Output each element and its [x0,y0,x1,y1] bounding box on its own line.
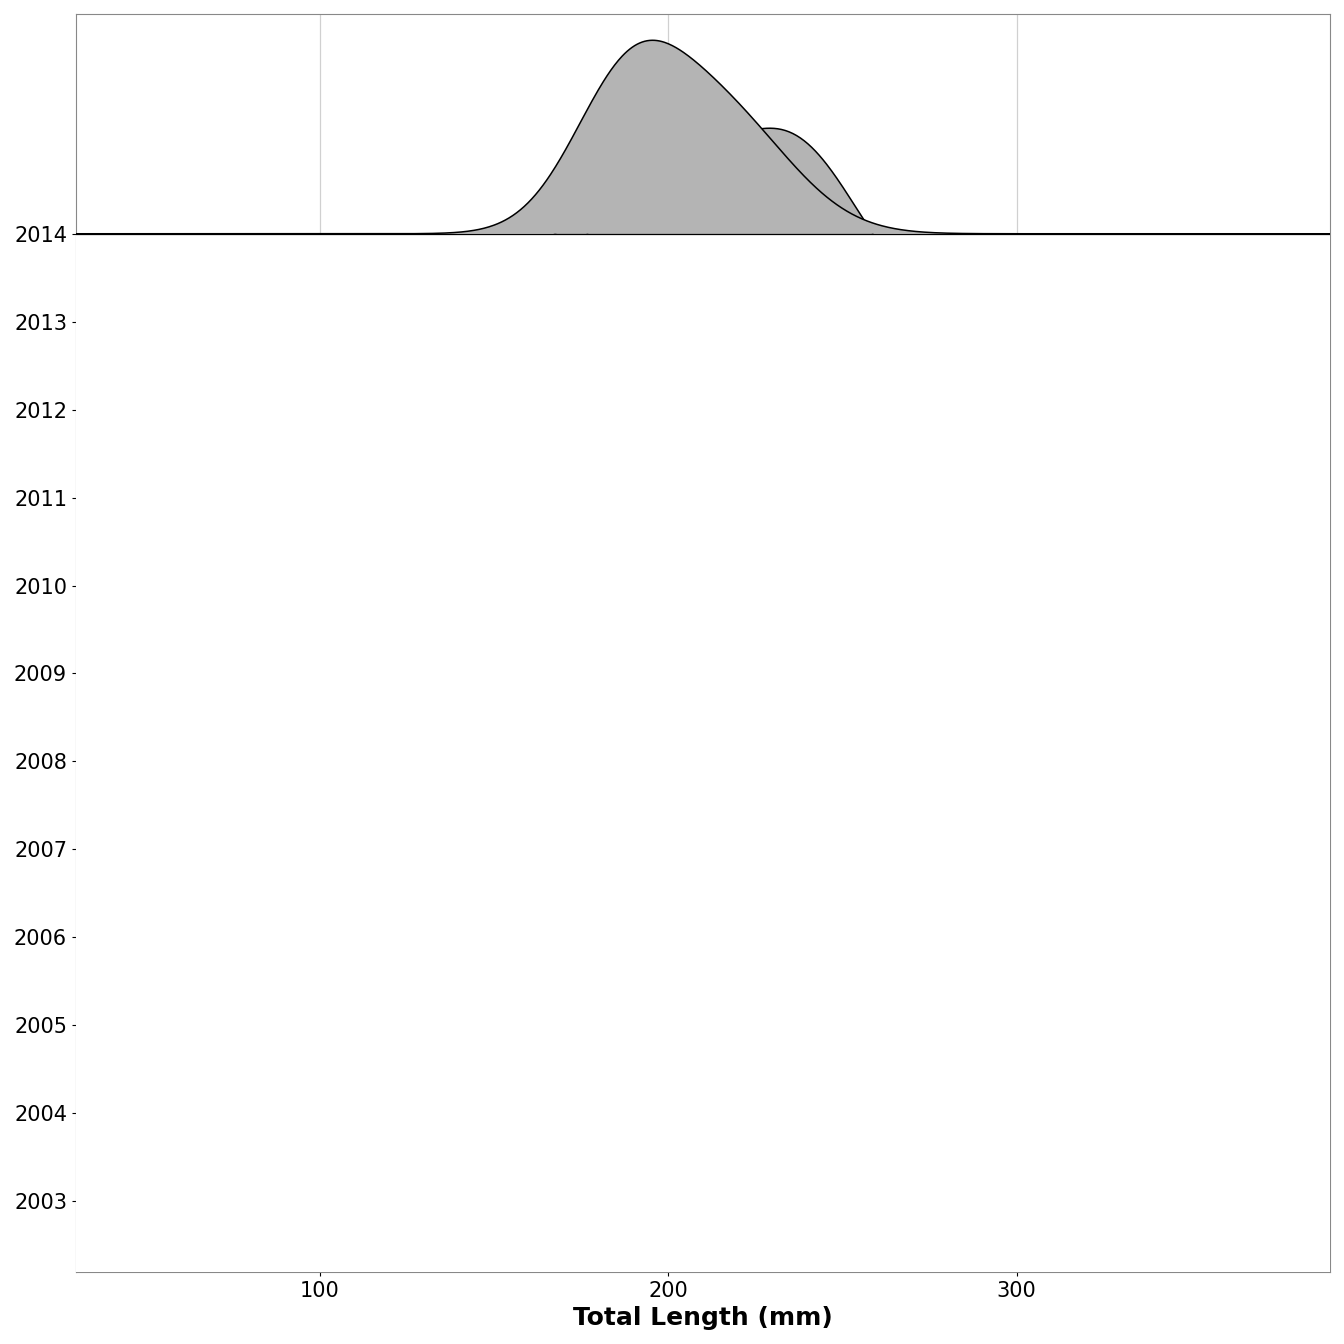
Bar [77,762,1331,1289]
Bar [77,234,1331,1289]
X-axis label: Total Length (mm): Total Length (mm) [573,1306,833,1331]
Bar [77,673,1331,1289]
Bar [77,849,1331,1289]
Bar [77,1025,1331,1289]
Bar [77,321,1331,1289]
Bar [77,937,1331,1289]
Bar [77,1202,1331,1289]
Bar [77,410,1331,1289]
Bar [77,1113,1331,1289]
Bar [77,586,1331,1289]
Bar [77,497,1331,1289]
